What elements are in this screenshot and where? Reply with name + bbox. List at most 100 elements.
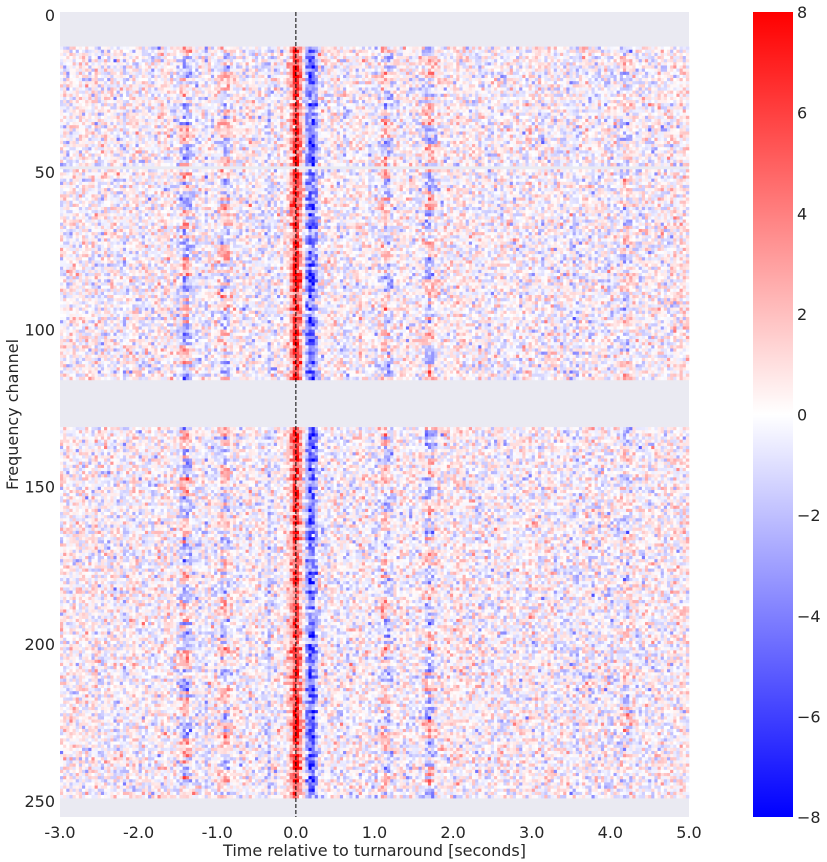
heatmap-cell — [446, 46, 451, 51]
heatmap-cell — [626, 84, 630, 88]
heatmap-cell — [597, 93, 602, 98]
heatmap-cell — [648, 49, 652, 54]
heatmap-cell — [254, 115, 259, 120]
heatmap-cell — [654, 122, 658, 126]
heatmap-cell — [509, 100, 514, 104]
heatmap-cell — [66, 112, 70, 117]
heatmap-cell — [393, 109, 397, 113]
heatmap-cell — [135, 56, 139, 60]
heatmap-cell — [75, 93, 80, 98]
heatmap-cell — [676, 90, 680, 95]
heatmap-cell — [663, 90, 668, 95]
heatmap-cell — [456, 84, 460, 88]
heatmap-cell — [343, 52, 347, 57]
heatmap-cell — [622, 93, 627, 98]
heatmap-cell — [522, 106, 526, 110]
heatmap-cell — [635, 46, 639, 51]
heatmap-cell — [638, 74, 643, 79]
heatmap-cell — [560, 118, 564, 123]
heatmap-cell — [553, 109, 558, 113]
heatmap-cell — [654, 52, 658, 57]
heatmap-cell — [588, 112, 592, 117]
heatmap-cell — [421, 49, 426, 54]
heatmap-cell — [377, 49, 382, 54]
heatmap-cell — [453, 115, 457, 120]
heatmap-cell — [663, 96, 668, 101]
heatmap-cell — [214, 103, 218, 107]
heatmap-cell — [94, 74, 99, 79]
heatmap-cell — [107, 90, 111, 95]
heatmap-cell — [349, 122, 353, 126]
heatmap-cell — [663, 65, 668, 69]
heatmap-cell — [490, 84, 495, 88]
heatmap-cell — [412, 100, 416, 104]
heatmap-cell — [261, 112, 265, 117]
heatmap-cell — [660, 103, 665, 107]
heatmap-cell — [104, 71, 108, 76]
heatmap-cell — [613, 59, 617, 63]
heatmap-cell — [154, 93, 158, 98]
heatmap-cell — [321, 84, 325, 88]
heatmap-cell — [616, 87, 621, 91]
heatmap-cell — [273, 46, 278, 51]
heatmap-cell — [286, 84, 290, 88]
heatmap-cell — [264, 106, 268, 110]
heatmap-cell — [63, 49, 67, 54]
heatmap-cell — [390, 62, 394, 66]
heatmap-cell — [330, 93, 334, 98]
heatmap-cell — [506, 93, 511, 98]
heatmap-cell — [355, 115, 360, 120]
heatmap-cell — [610, 71, 614, 76]
heatmap-cell — [201, 84, 205, 88]
heatmap-cell — [500, 103, 504, 107]
heatmap-cell — [660, 49, 665, 54]
heatmap-cell — [550, 96, 555, 101]
heatmap-cell — [679, 84, 684, 88]
heatmap-cell — [516, 122, 520, 126]
heatmap-cell — [383, 112, 388, 117]
heatmap-cell — [151, 118, 155, 123]
heatmap-cell — [383, 118, 388, 123]
heatmap-cell — [663, 84, 668, 88]
heatmap-cell — [299, 56, 303, 60]
heatmap-cell — [685, 84, 690, 88]
heatmap-cell — [443, 122, 448, 126]
heatmap-cell — [629, 109, 633, 113]
heatmap-cell — [490, 122, 495, 126]
heatmap-cell — [232, 52, 237, 57]
heatmap-cell — [311, 90, 316, 95]
heatmap-cell — [217, 71, 221, 76]
heatmap-cell — [232, 93, 237, 98]
heatmap-cell — [254, 106, 259, 110]
heatmap-cell — [566, 68, 570, 73]
heatmap-cell — [258, 103, 262, 107]
heatmap-cell — [421, 103, 426, 107]
heatmap-cell — [682, 106, 687, 110]
heatmap-cell — [582, 52, 586, 57]
heatmap-cell — [516, 84, 520, 88]
heatmap-cell — [553, 106, 558, 110]
heatmap-cell — [302, 84, 306, 88]
heatmap-cell — [170, 68, 174, 73]
heatmap-cell — [380, 112, 385, 117]
heatmap-cell — [75, 68, 80, 73]
heatmap-cell — [333, 109, 338, 113]
heatmap-cell — [443, 103, 448, 107]
heatmap-cell — [349, 118, 353, 123]
heatmap-cell — [141, 112, 146, 117]
heatmap-cell — [176, 52, 180, 57]
heatmap-cell — [453, 93, 457, 98]
heatmap-cell — [541, 46, 545, 51]
heatmap-cell — [138, 65, 143, 69]
heatmap-cell — [660, 62, 665, 66]
heatmap-cell — [119, 118, 124, 123]
heatmap-cell — [104, 100, 108, 104]
heatmap-cell — [427, 103, 432, 107]
heatmap-cell — [676, 118, 680, 123]
heatmap-cell — [126, 93, 130, 98]
heatmap-cell — [226, 71, 231, 76]
heatmap-cell — [141, 106, 146, 110]
heatmap-cell — [421, 84, 426, 88]
heatmap-cell — [91, 74, 95, 79]
heatmap-cell — [409, 115, 413, 120]
